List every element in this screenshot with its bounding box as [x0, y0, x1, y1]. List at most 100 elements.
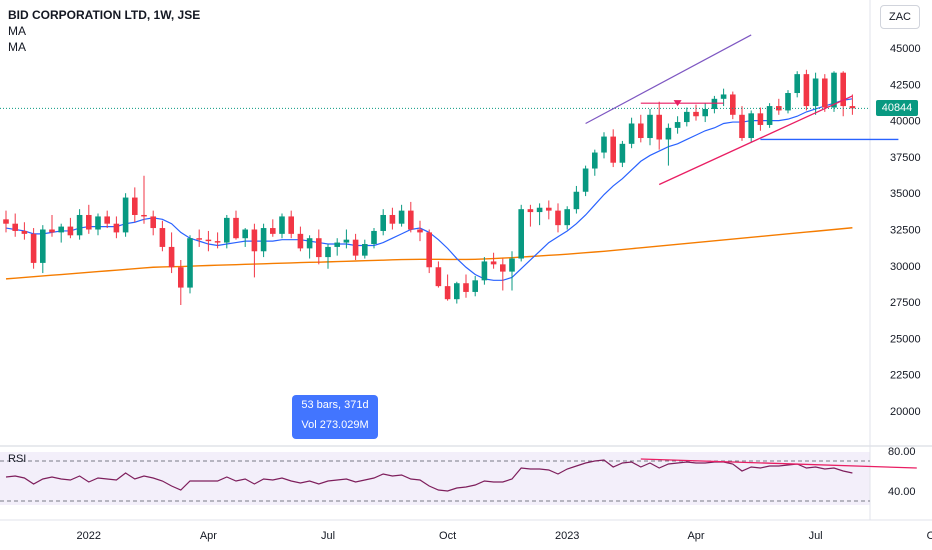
candle-body [656, 114, 662, 140]
candle [150, 210, 156, 236]
candle [122, 193, 129, 237]
candle-body [776, 106, 782, 111]
candle [113, 216, 120, 239]
candle-body [665, 127, 672, 140]
drawing-tools [0, 34, 899, 186]
candle [224, 214, 230, 249]
candle-body [58, 226, 64, 233]
candle [573, 185, 580, 214]
candle [214, 232, 221, 249]
ma-indicator-label-2[interactable]: MA [8, 40, 26, 54]
candle-body [279, 216, 285, 234]
currency-button[interactable]: ZAC [880, 5, 920, 29]
candle-body [251, 229, 258, 252]
candle-body [352, 239, 359, 256]
candle [766, 103, 773, 128]
candle [674, 116, 681, 134]
candle-body [849, 106, 856, 109]
last-price-label: 40844 [876, 100, 918, 116]
chart-legend: BID CORPORATION LTD, 1W, JSE MA MA [8, 7, 200, 55]
candle-body [371, 230, 377, 245]
candle [702, 103, 708, 123]
candle [454, 281, 460, 304]
candle [684, 107, 690, 127]
candle-body [684, 111, 690, 123]
candle-body [582, 168, 589, 192]
candle [831, 71, 837, 112]
candle [95, 213, 101, 236]
candle-body [132, 197, 138, 215]
candle-body [822, 78, 828, 108]
time-tick-label: Apr [200, 530, 217, 542]
time-axis-ticks: 2022AprJulOct2023AprJulOct2024 [77, 530, 932, 542]
candle-body [711, 98, 718, 109]
candle-body [159, 228, 166, 247]
candle [426, 229, 432, 274]
candle-body [444, 286, 451, 300]
candle-body [840, 72, 846, 107]
candle-body [95, 216, 101, 230]
candle [408, 201, 414, 233]
candle [435, 261, 442, 288]
candle-body [104, 216, 110, 224]
candle-body [196, 238, 202, 240]
rsi-line [5, 459, 853, 492]
candle-body [417, 229, 423, 233]
candle [463, 274, 469, 298]
candle [610, 129, 616, 168]
candle-body [3, 219, 9, 224]
candle [822, 74, 828, 112]
candle-body [270, 228, 276, 234]
candle [527, 204, 534, 227]
price-tick-label: 25000 [890, 333, 921, 345]
candle-body [297, 233, 304, 249]
channel-upper-line[interactable] [585, 34, 752, 125]
candle-body [720, 94, 727, 99]
candle-body [435, 267, 442, 287]
candle-body [122, 197, 129, 233]
candle [76, 209, 83, 240]
candle [233, 210, 239, 240]
candle [398, 204, 405, 227]
time-tick-label: Jul [321, 530, 335, 542]
candle [21, 222, 28, 240]
candle-body [40, 229, 46, 263]
candle [509, 251, 515, 291]
candle-body [242, 229, 248, 239]
candle [178, 259, 184, 306]
rsi-tick-label: 40.00 [888, 486, 916, 498]
price-tick-label: 22500 [890, 370, 921, 382]
candle [647, 108, 653, 146]
rsi-divergence-line[interactable] [640, 458, 917, 469]
candle-body [628, 123, 635, 144]
candle-body [454, 283, 460, 300]
candle [794, 71, 800, 98]
candle [251, 223, 258, 278]
rsi-indicator-label[interactable]: RSI [8, 453, 27, 465]
candle-body [205, 239, 212, 242]
candle-body [141, 214, 147, 217]
candle [481, 257, 488, 285]
symbol-title[interactable]: BID CORPORATION LTD, 1W, JSE [8, 8, 201, 22]
candle-body [509, 258, 515, 272]
candle-body [113, 223, 120, 233]
candle [67, 217, 74, 239]
candle-body [288, 216, 294, 234]
candle [343, 229, 350, 249]
candle-body [785, 93, 791, 111]
price-tick-label: 35000 [890, 188, 921, 200]
ma-indicator-label-1[interactable]: MA [8, 24, 26, 38]
candle [12, 213, 18, 237]
candle [785, 90, 791, 114]
price-tick-label: 42500 [890, 79, 921, 91]
candle-body [730, 94, 736, 115]
candle [159, 220, 166, 252]
candle-body [76, 214, 83, 236]
rising-trendline[interactable] [658, 95, 853, 186]
candle-body [30, 233, 37, 263]
candle [582, 165, 589, 197]
time-tick-label: Jul [809, 530, 823, 542]
candle [168, 232, 175, 274]
candle-body [573, 191, 580, 210]
